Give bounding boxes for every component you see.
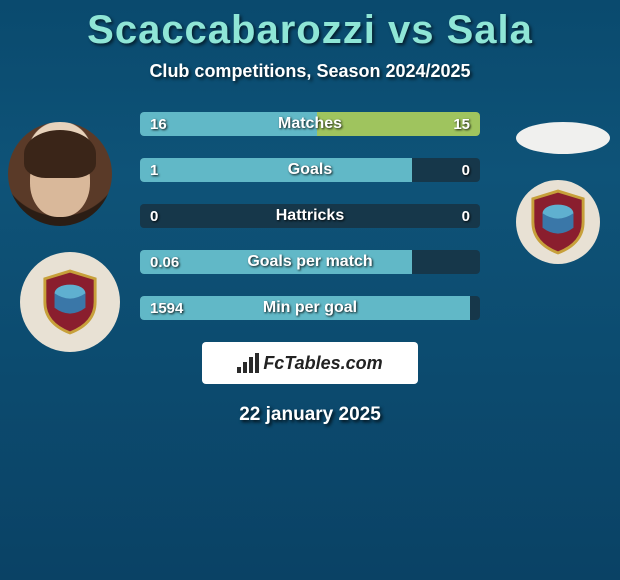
bar-chart-icon <box>237 353 259 373</box>
page-title: Scaccabarozzi vs Sala <box>0 0 620 53</box>
subtitle: Club competitions, Season 2024/2025 <box>0 61 620 82</box>
stat-label: Goals per match <box>140 250 480 274</box>
club-left-badge <box>20 252 120 352</box>
stat-row: 10Goals <box>140 158 480 182</box>
player-left-avatar <box>8 122 112 226</box>
brand-logo: FcTables.com <box>202 342 418 384</box>
stat-label: Hattricks <box>140 204 480 228</box>
stat-label: Matches <box>140 112 480 136</box>
stat-row: 00Hattricks <box>140 204 480 228</box>
shield-icon <box>41 269 99 335</box>
stats-table: 1615Matches 10Goals 00Hattricks 0.06Goals p… <box>140 112 480 320</box>
date-label: 22 january 2025 <box>0 404 620 426</box>
player-right-avatar <box>516 122 610 154</box>
stat-label: Min per goal <box>140 296 480 320</box>
brand-text: FcTables.com <box>263 353 382 374</box>
stat-label: Goals <box>140 158 480 182</box>
stat-row: 1594Min per goal <box>140 296 480 320</box>
shield-icon <box>529 189 587 255</box>
stat-row: 0.06Goals per match <box>140 250 480 274</box>
club-right-badge <box>516 180 600 264</box>
stat-row: 1615Matches <box>140 112 480 136</box>
